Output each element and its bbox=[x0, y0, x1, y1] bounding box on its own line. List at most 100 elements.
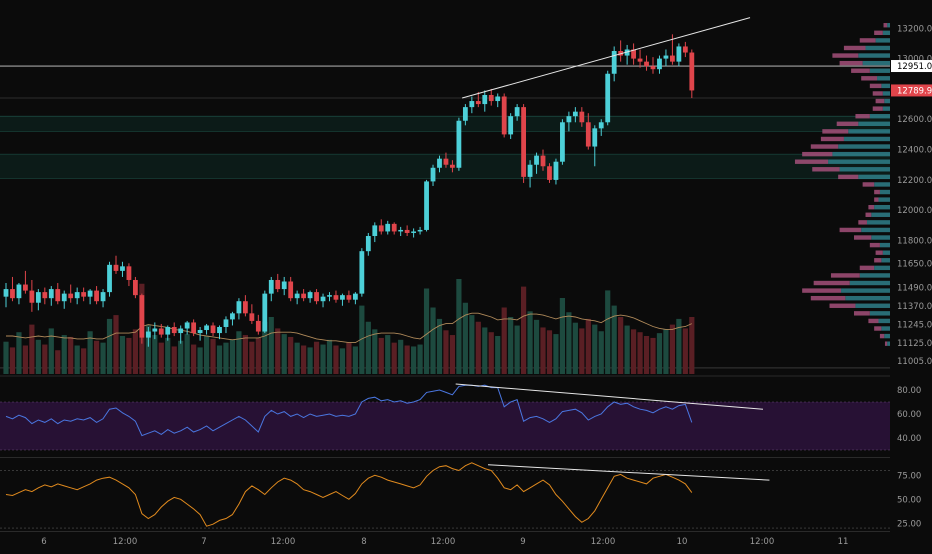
volume-profile-bar bbox=[874, 326, 882, 331]
candle-body bbox=[81, 292, 87, 297]
rsi-trendline bbox=[455, 383, 764, 410]
volume-bar bbox=[42, 344, 48, 374]
volume-profile-bar bbox=[858, 174, 890, 180]
volume-bar bbox=[669, 324, 676, 374]
candle-body bbox=[424, 181, 429, 230]
volume-bar bbox=[87, 331, 93, 374]
volume-profile-bar bbox=[879, 242, 890, 248]
price-tick-label: 13200.00 bbox=[897, 24, 932, 34]
volume-profile-bar bbox=[875, 38, 890, 43]
candle-body bbox=[152, 328, 158, 332]
volume-bar bbox=[22, 345, 29, 374]
volume-bar bbox=[605, 290, 611, 374]
candle-body bbox=[352, 293, 358, 300]
volume-bar bbox=[313, 341, 320, 374]
rsi-band bbox=[0, 402, 890, 450]
volume-bar bbox=[404, 345, 410, 374]
candle-body bbox=[670, 55, 675, 62]
volume-bar bbox=[16, 332, 22, 374]
volume-bar bbox=[326, 339, 333, 374]
candle-body bbox=[462, 107, 468, 121]
candle-body bbox=[540, 155, 546, 167]
volume-bar bbox=[145, 324, 151, 374]
candle-body bbox=[488, 94, 494, 102]
volume-profile-bar bbox=[884, 98, 890, 104]
volume-profile-bar bbox=[866, 220, 890, 225]
candle-body bbox=[650, 66, 656, 70]
volume-bar bbox=[55, 350, 61, 374]
candle-body bbox=[495, 96, 501, 102]
volume-profile-bar bbox=[812, 167, 840, 172]
volume-bar bbox=[630, 329, 637, 374]
time-tick-label: 12:00 bbox=[113, 537, 138, 547]
volume-bar bbox=[488, 332, 494, 374]
volume-bar bbox=[618, 317, 624, 374]
volume-bar bbox=[320, 344, 326, 374]
volume-bar bbox=[216, 345, 223, 374]
candle-body bbox=[682, 46, 688, 53]
candle-body bbox=[404, 229, 410, 233]
candle-body bbox=[385, 223, 391, 232]
volume-bar bbox=[249, 341, 255, 374]
volume-bar bbox=[165, 337, 171, 374]
volume-profile-bar bbox=[862, 182, 875, 187]
price-tick-label: 12000.00 bbox=[897, 206, 932, 216]
candle-body bbox=[372, 225, 378, 237]
candle-body bbox=[281, 281, 287, 290]
volume-bar bbox=[469, 315, 475, 374]
volume-bar bbox=[462, 302, 468, 374]
volume-profile-bar bbox=[882, 106, 890, 111]
volume-profile-bar bbox=[859, 273, 890, 278]
candle-body bbox=[314, 292, 319, 302]
candle-body bbox=[107, 264, 112, 293]
volume-bar bbox=[430, 307, 436, 374]
stochastic-tick-label: 75.00 bbox=[897, 471, 921, 481]
volume-bar bbox=[676, 318, 682, 374]
volume-profile-bar bbox=[879, 189, 890, 195]
current-price-tag bbox=[891, 84, 932, 97]
candle-body bbox=[624, 49, 630, 56]
volume-profile-bar bbox=[802, 151, 833, 157]
volume-profile-bar bbox=[820, 136, 844, 142]
volume-bar bbox=[113, 315, 119, 374]
volume-profile-bar bbox=[794, 159, 829, 164]
volume-bar bbox=[35, 339, 41, 374]
volume-profile-bar bbox=[882, 250, 890, 255]
stochastic-pane bbox=[0, 462, 890, 529]
volume-profile-bar bbox=[883, 23, 888, 28]
volume-bar bbox=[268, 317, 274, 374]
candle-body bbox=[644, 61, 649, 67]
volume-bar bbox=[624, 325, 630, 374]
volume-bar bbox=[637, 332, 643, 374]
volume-bar bbox=[411, 346, 417, 374]
price-tick-label: 11650.00 bbox=[897, 259, 932, 269]
candle-body bbox=[307, 292, 313, 299]
candle-body bbox=[346, 295, 352, 300]
volume-profile-bar bbox=[810, 295, 846, 301]
volume-profile-bar bbox=[882, 30, 890, 36]
volume-profile-bar bbox=[875, 250, 883, 255]
volume-profile-bar bbox=[872, 106, 883, 111]
volume-profile-bar bbox=[832, 151, 890, 157]
time-axis: 6 12:00 7 12:00 8 12:00 9 12:00 10 12:00 11 bbox=[41, 537, 848, 547]
candle-body bbox=[475, 101, 481, 105]
volume-bar bbox=[203, 336, 210, 374]
current-price-label: 12789.93 bbox=[897, 86, 932, 96]
volume-profile-bar bbox=[879, 333, 885, 339]
candle-body bbox=[255, 320, 261, 332]
candle-body bbox=[35, 292, 41, 303]
volume-profile-bar bbox=[839, 227, 862, 233]
candle-body bbox=[391, 223, 397, 232]
candle-body bbox=[217, 326, 222, 334]
volume-bar bbox=[339, 348, 346, 374]
volume-profile-bar bbox=[843, 45, 866, 51]
candle-body bbox=[605, 73, 611, 123]
candle-body bbox=[249, 313, 255, 321]
support-zone bbox=[0, 116, 890, 132]
volume-profile-bar bbox=[861, 227, 890, 233]
volume-profile-bar bbox=[858, 53, 890, 58]
volume-profile-bar bbox=[877, 76, 890, 81]
candle-body bbox=[3, 289, 9, 297]
